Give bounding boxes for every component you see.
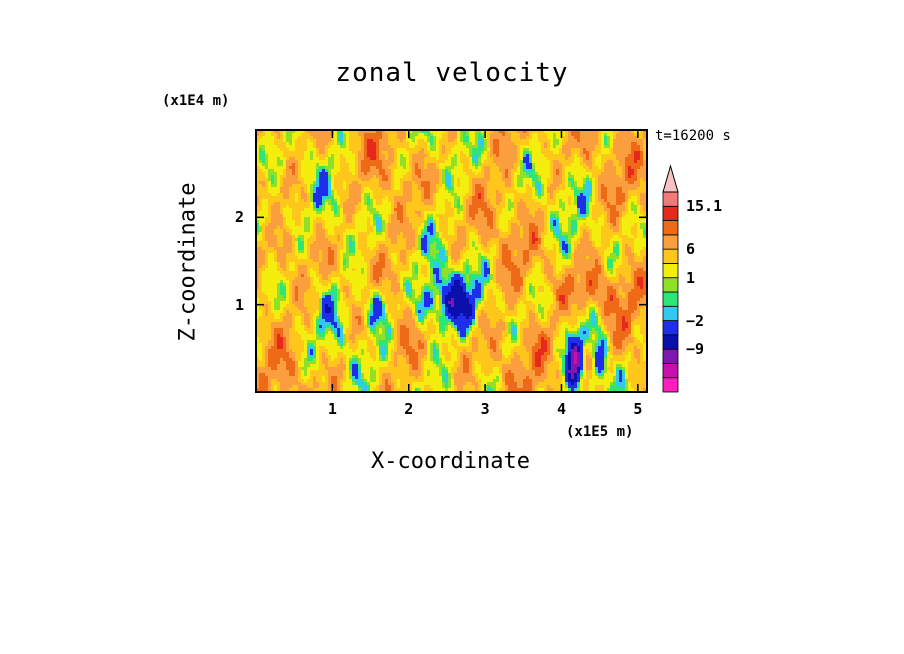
colorbar-step: [662, 205, 679, 221]
colorbar-step: [662, 348, 679, 364]
time-label: t=16200 s: [655, 128, 731, 144]
colorbar-step: [662, 234, 679, 250]
colorbar-step: [662, 220, 679, 236]
y-tick-label: 2: [234, 208, 244, 227]
colorbar-step: [662, 320, 679, 336]
colorbar-step: [662, 334, 679, 350]
x-tick-label: 4: [556, 400, 566, 418]
colorbar-label: 1: [686, 268, 696, 287]
colorbar-step: [662, 291, 679, 307]
colorbar-step: [662, 277, 679, 293]
x-unit-label: (x1E5 m): [566, 424, 634, 440]
axis-ticks: [256, 130, 647, 392]
colorbar-step: [662, 377, 679, 393]
colorbar: [662, 164, 679, 393]
colorbar-label: −2: [686, 311, 705, 330]
plot-frame: [255, 129, 648, 393]
colorbar-step: [662, 191, 679, 207]
y-unit-label: (x1E4 m): [162, 93, 230, 109]
colorbar-step: [662, 248, 679, 264]
colorbar-label: −9: [686, 340, 705, 359]
colorbar-step: [662, 305, 679, 321]
x-axis-label: X-coordinate: [371, 449, 530, 474]
x-tick-label: 1: [327, 400, 337, 418]
chart-title: zonal velocity: [335, 58, 569, 88]
colorbar-label: 15.1: [686, 197, 723, 216]
colorbar-label: 6: [686, 240, 696, 259]
velocity-field: [256, 130, 648, 393]
x-tick-label: 2: [404, 400, 414, 418]
colorbar-step: [662, 263, 679, 279]
x-tick-label: 3: [480, 400, 490, 418]
x-tick-label: 5: [633, 400, 643, 418]
colorbar-extend-max: [662, 164, 679, 193]
colorbar-step: [662, 363, 679, 379]
y-tick-label: 1: [234, 295, 244, 314]
